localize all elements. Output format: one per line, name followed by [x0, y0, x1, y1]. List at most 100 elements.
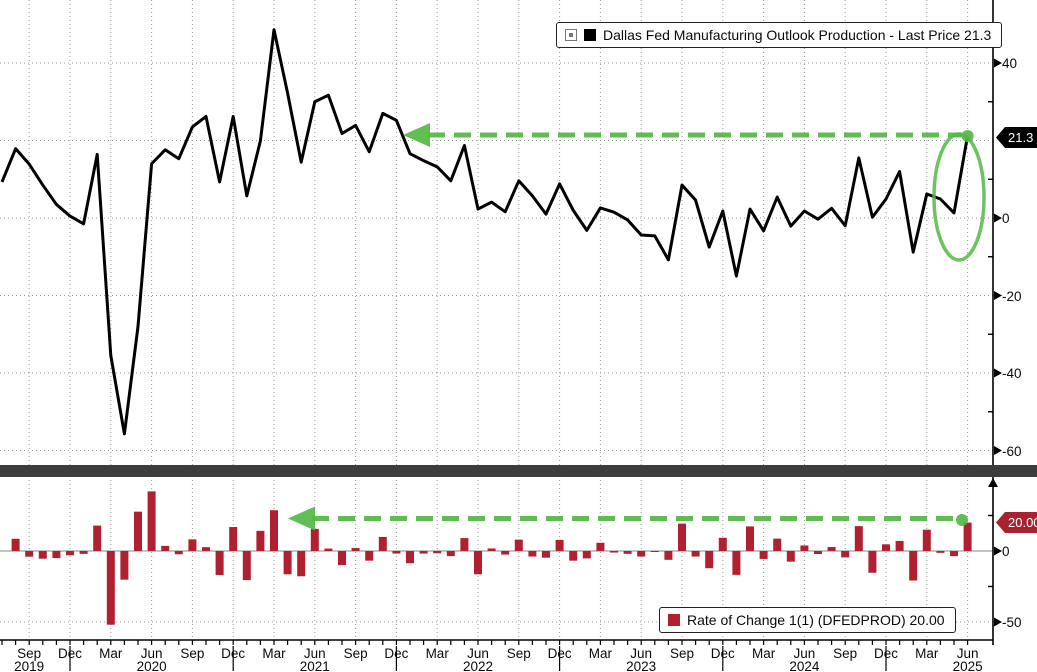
rate-of-change-bar [637, 551, 646, 557]
rate-of-change-bar [759, 551, 768, 559]
rate-of-change-bar [215, 551, 224, 575]
rate-of-change-bar [161, 545, 170, 551]
y-axis-label: -20 [1002, 288, 1022, 304]
rate-of-change-bar [841, 551, 850, 558]
x-axis-month-label: Mar [99, 646, 123, 661]
x-axis-month-label: Jun [467, 646, 489, 661]
axis-tick-arrow-icon [994, 546, 1002, 556]
x-axis-month-label: Mar [751, 646, 776, 661]
rate-of-change-bar [188, 539, 197, 551]
rate-of-change-bar [25, 551, 34, 557]
rate-of-change-bar [297, 551, 306, 577]
rate-of-change-bar [392, 551, 401, 554]
y-axis-label: 0 [1002, 211, 1010, 226]
x-axis-month-label: Dec [710, 646, 735, 661]
rate-of-change-bar [79, 551, 88, 554]
x-axis-month-label: Mar [588, 646, 613, 661]
x-axis-month-label: Mar [262, 646, 286, 661]
rate-of-change-bar [134, 511, 142, 551]
rate-of-change-bar [950, 551, 958, 557]
rate-of-change-bar [786, 551, 795, 562]
rate-of-change-bar [854, 526, 863, 551]
panel-separator[interactable] [0, 465, 1037, 477]
x-axis-month-label: Dec [57, 646, 82, 661]
rate-of-change-bar [732, 551, 741, 575]
rate-of-change-bar [120, 551, 129, 580]
x-axis-month-label: Mar [425, 646, 449, 661]
rate-of-change-bar [324, 548, 333, 551]
rate-of-change-bar [147, 491, 156, 551]
rate-of-change-bar [963, 522, 972, 551]
y-axis-label: -60 [1002, 443, 1022, 459]
arrowhead-left-icon [403, 123, 430, 147]
rate-of-change-bar [691, 551, 700, 557]
rate-of-change-bar [419, 551, 428, 554]
x-axis-month-label: Sep [506, 646, 531, 661]
rate-of-change-bar [460, 538, 469, 551]
axis-tick-arrow-icon [994, 617, 1002, 627]
rate-of-change-bar [446, 551, 455, 557]
line-series-swatch-icon [584, 29, 596, 41]
rate-of-change-bar [827, 547, 836, 551]
x-axis-month-label: Sep [17, 646, 42, 661]
rate-of-change-bar [106, 551, 115, 625]
rate-of-change-bar [650, 551, 659, 552]
rate-of-change-bar [11, 538, 20, 551]
rate-of-change-bar [868, 551, 877, 573]
legend-top-label: Dallas Fed Manufacturing Outlook Product… [603, 27, 992, 43]
rate-of-change-bar [310, 528, 319, 551]
legend-bottom[interactable]: Rate of Change 1(1) (DFEDPROD) 20.00 [659, 607, 956, 633]
rate-of-change-bar [895, 540, 904, 551]
x-axis-month-label: Jun [630, 646, 653, 661]
y-axis-label: -50 [1002, 615, 1022, 630]
x-axis-month-label: Dec [221, 646, 246, 661]
x-axis-month-label: Jun [303, 646, 326, 661]
rate-of-change-bar [52, 551, 61, 559]
x-axis-month-label: Sep [669, 646, 695, 661]
rate-of-change-bar [773, 538, 782, 551]
x-axis-year-label: 2022 [462, 659, 494, 672]
highlight-ellipse [932, 132, 986, 262]
rate-of-change-bar [270, 510, 278, 551]
rate-of-change-bar [664, 551, 673, 560]
rate-of-change-bar [528, 551, 537, 557]
rate-of-change-bar [542, 551, 550, 558]
x-axis-month-label: Jun [793, 646, 816, 661]
y-axis-label: -40 [1002, 366, 1022, 381]
rate-of-change-bar [623, 551, 632, 554]
rate-of-change-bar [922, 529, 931, 551]
rate-of-change-bar [501, 551, 510, 555]
rate-of-change-bar [882, 544, 890, 551]
legend-bottom-label: Rate of Change 1(1) (DFEDPROD) 20.00 [687, 612, 945, 628]
rate-of-change-bar [678, 523, 686, 551]
x-axis-month-label: Sep [180, 646, 205, 661]
rate-of-change-bar [746, 526, 754, 551]
x-axis-month-label: Dec [873, 646, 898, 661]
x-axis-year-label: 2020 [136, 659, 167, 672]
bar-series-swatch-icon [668, 614, 680, 626]
rate-of-change-bar [800, 545, 809, 551]
legend-top[interactable]: Dallas Fed Manufacturing Outlook Product… [556, 22, 1003, 48]
rate-of-change-bar [351, 548, 360, 551]
x-axis-year-label: 2025 [952, 659, 983, 672]
rate-of-change-bar [378, 536, 387, 551]
axis-tick-arrow-icon [994, 368, 1002, 378]
rate-of-change-bar [596, 542, 605, 551]
rate-of-change-bar [38, 551, 47, 559]
rate-of-change-bar [229, 527, 238, 551]
expand-icon[interactable] [565, 29, 577, 41]
rate-of-change-bar [338, 551, 346, 566]
rate-of-change-bar [283, 551, 292, 575]
arrow-end-dot-bottom [956, 514, 968, 526]
rate-of-change-bar [174, 551, 183, 555]
y-axis-label: 0 [1002, 544, 1010, 559]
rate-of-change-bar [718, 537, 727, 551]
rate-of-change-bar [555, 539, 564, 551]
rate-of-change-bar [909, 551, 918, 581]
x-axis-month-label: Mar [915, 646, 939, 661]
x-axis-month-label: Jun [140, 646, 163, 661]
rate-of-change-bar [474, 551, 482, 575]
rate-of-change-bar [814, 551, 822, 554]
last-price-badge: 21.3 [996, 127, 1037, 148]
